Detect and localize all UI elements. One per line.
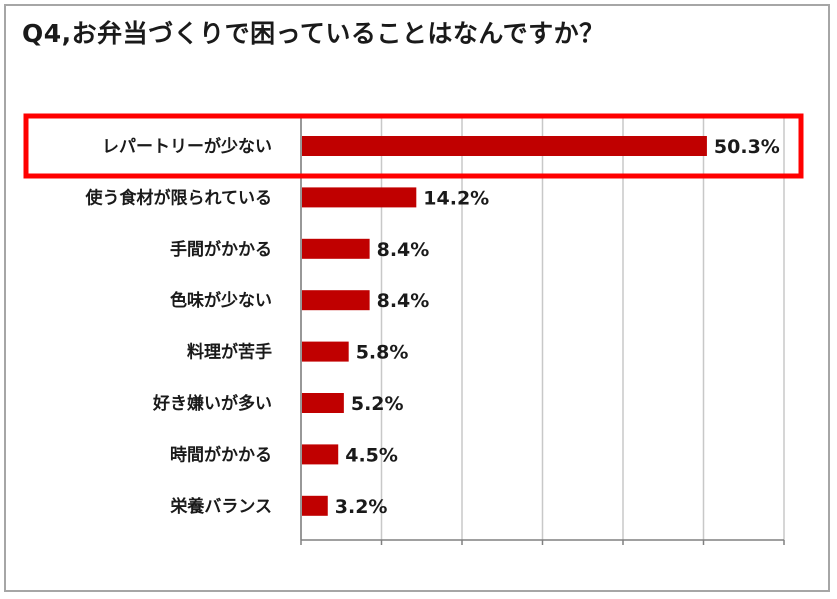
value-label: 14.2% xyxy=(423,187,489,209)
bar xyxy=(302,136,707,156)
bar xyxy=(302,495,328,516)
bar xyxy=(302,290,370,311)
category-label: 時間がかかる xyxy=(170,444,272,465)
value-label: 3.2% xyxy=(335,496,388,518)
value-label: 50.3% xyxy=(714,136,780,158)
chart-title: Q4,お弁当づくりで困っていることはなんですか？ xyxy=(22,19,605,48)
bar xyxy=(302,444,339,465)
bar xyxy=(302,341,349,362)
value-label: 8.4% xyxy=(377,290,430,312)
value-label: 8.4% xyxy=(377,239,430,261)
bar xyxy=(302,238,370,259)
category-label: 好き嫌いが多い xyxy=(152,393,272,414)
category-label: 手間がかかる xyxy=(170,239,272,260)
category-label: 使う食材が限られている xyxy=(85,187,273,208)
bar xyxy=(302,393,344,413)
bar xyxy=(302,187,417,208)
value-label: 5.2% xyxy=(351,393,404,415)
value-label: 5.8% xyxy=(356,342,409,364)
category-label: 栄養バランス xyxy=(169,496,272,517)
category-label: 料理が苦手 xyxy=(187,342,272,363)
chart-frame xyxy=(4,4,830,592)
highlight-box xyxy=(23,113,804,179)
value-label: 4.5% xyxy=(345,444,398,466)
category-label: 色味が少ない xyxy=(170,290,272,311)
category-label: レパートリーが少ない xyxy=(102,136,272,157)
